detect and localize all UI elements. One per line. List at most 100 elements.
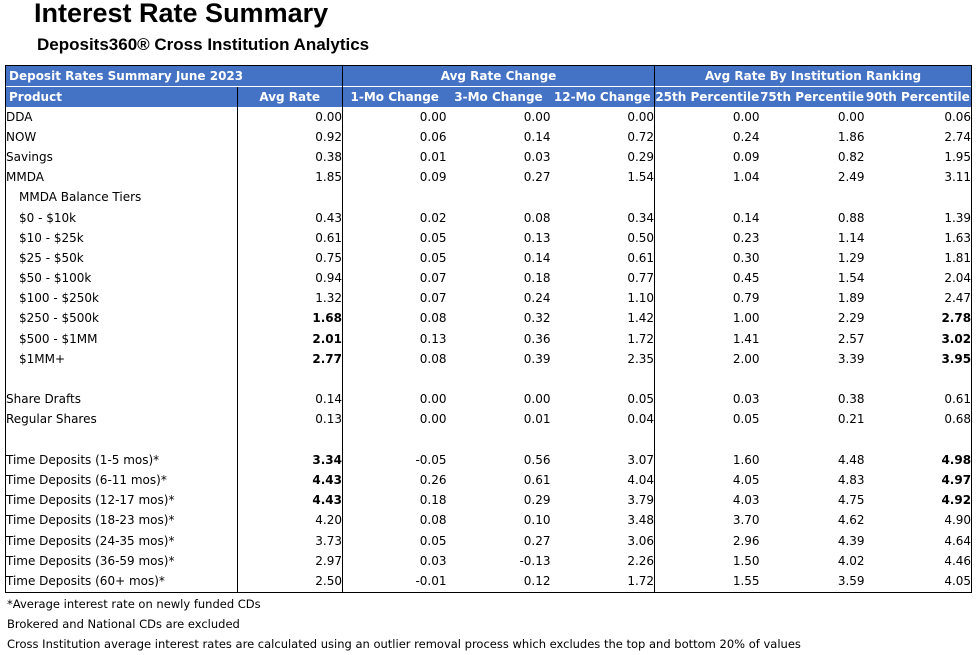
cell-25th-percentile: 0.03 [654, 389, 760, 410]
cell-90th-percentile: 4.05 [864, 571, 973, 593]
cell-avg-rate: 2.97 [237, 551, 343, 572]
cell-12mo-change: 3.06 [627, 533, 655, 548]
table-row [5, 430, 973, 451]
cell-avg-rate: 0.14 [237, 389, 343, 410]
cell-75th-percentile: 1.54 [837, 271, 865, 286]
cell-75th-percentile: 2.57 [837, 331, 865, 346]
cell-avg-rate: 0.00 [237, 107, 343, 128]
cell-avg-rate: 1.85 [237, 167, 343, 188]
cell-12mo-change: 4.04 [627, 472, 655, 487]
cell-75th-percentile: 3.39 [837, 351, 865, 366]
cell-3mo-change: 0.14 [523, 129, 551, 144]
column-header-product: Product [5, 86, 238, 107]
cell-12mo-change: 0.77 [627, 271, 655, 286]
cell-avg-rate [237, 430, 343, 451]
cell-90th-percentile: 1.39 [864, 207, 973, 229]
cell-3mo-change: 0.08 [523, 210, 551, 225]
cell-12mo-change: 2.35 [627, 351, 655, 366]
table-row: $500 - $1MM 2.01 0.13 0.36 1.72 1.41 2.57 3.02 [5, 329, 973, 350]
cell-12mo-change: 0.04 [627, 412, 655, 427]
table-row: MMDA 1.85 0.09 0.27 1.54 1.04 2.49 3.11 [5, 167, 973, 188]
table-row: Savings 0.38 0.01 0.03 0.29 0.09 0.82 1.95 [5, 147, 973, 168]
cell-3mo-change: 0.39 [523, 351, 551, 366]
cell-avg-rate: 0.43 [237, 207, 343, 229]
cell-1mo-change: 0.00 [342, 389, 447, 410]
cell-90th-percentile: 2.78 [864, 308, 973, 330]
cell-avg-rate: 1.68 [237, 308, 343, 330]
header-group-row: Deposit Rates Summary June 2023 Avg Rate… [5, 65, 973, 87]
header-report-label: Deposit Rates Summary June 2023 [5, 65, 343, 87]
cell-3mo-change: 0.18 [523, 271, 551, 286]
cell-1mo-change: 0.01 [342, 147, 447, 168]
cell-90th-percentile [864, 369, 973, 390]
cell-1mo-change: 0.18 [342, 490, 447, 511]
cell-75th-percentile: 4.48 [837, 452, 865, 467]
column-header-25th-percentile: 25th Percentile [654, 86, 760, 107]
row-label: Time Deposits (6-11 mos)* [5, 470, 238, 491]
table-row: Time Deposits (12-17 mos)* 4.43 0.18 0.29 3.… [5, 490, 973, 511]
cell-12mo-change: 0.61 [627, 250, 655, 265]
cell-25th-percentile: 4.03 [654, 490, 760, 511]
row-label: Time Deposits (1-5 mos)* [5, 450, 238, 471]
cell-25th-percentile: 2.96 [654, 530, 760, 552]
cell-1mo-change: 0.05 [342, 228, 447, 249]
cell-75th-percentile: 4.62 [837, 513, 865, 528]
cell-12mo-change: 0.29 [627, 149, 655, 164]
cell-25th-percentile: 0.09 [654, 147, 760, 168]
cell-90th-percentile: 1.81 [864, 248, 973, 269]
cell-1mo-change: 0.05 [342, 248, 447, 269]
table-row: $50 - $100k 0.94 0.07 0.18 0.77 0.45 1.54 2.04 [5, 268, 973, 289]
cell-25th-percentile: 1.60 [654, 450, 760, 471]
cell-75th-percentile: 0.21 [837, 412, 865, 427]
cell-avg-rate [237, 369, 343, 390]
cell-avg-rate: 3.73 [237, 530, 343, 552]
cell-3mo-change [447, 369, 551, 389]
cell-12mo-change [551, 369, 655, 389]
cell-1mo-change [342, 430, 447, 451]
cell-12mo-change: 0.34 [627, 210, 655, 225]
cell-3mo-change: 0.27 [523, 170, 551, 185]
cell-75th-percentile: 3.59 [759, 571, 865, 593]
table-row: DDA 0.00 0.00 0.00 0.00 0.00 0.00 0.06 [5, 107, 973, 128]
cell-3mo-change: 0.32 [523, 311, 551, 326]
header-column-row: Product Avg Rate 1-Mo Change 3-Mo Change… [5, 86, 973, 107]
cell-75th-percentile: 0.82 [837, 149, 865, 164]
cell-25th-percentile: 4.05 [654, 470, 760, 491]
cell-90th-percentile: 4.98 [864, 450, 973, 471]
cell-75th-percentile: 4.02 [837, 553, 865, 568]
cell-avg-rate: 3.34 [237, 450, 343, 471]
cell-75th-percentile: 1.89 [837, 291, 865, 306]
cell-25th-percentile: 0.00 [654, 107, 760, 128]
cell-avg-rate: 0.75 [237, 248, 343, 269]
cell-12mo-change: 0.00 [627, 109, 655, 124]
row-label: Regular Shares [5, 409, 238, 430]
cell-25th-percentile: 1.41 [654, 329, 760, 350]
column-header-12mo-change: 12-Mo Change [550, 86, 655, 107]
cell-1mo-change: 0.03 [342, 551, 447, 572]
cell-avg-rate: 4.43 [237, 470, 343, 491]
cell-90th-percentile: 3.02 [864, 329, 973, 350]
footnote-brokered-excluded: Brokered and National CDs are excluded [7, 617, 240, 631]
table-row: $250 - $500k 1.68 0.08 0.32 1.42 1.00 2.29 2.78 [5, 308, 973, 330]
cell-1mo-change: -0.05 [342, 450, 447, 471]
cell-1mo-change: 0.06 [342, 127, 447, 148]
row-label: $100 - $250k [5, 288, 238, 309]
cell-12mo-change [551, 188, 655, 208]
cell-90th-percentile: 0.06 [864, 107, 973, 128]
table-row: MMDA Balance Tiers [5, 187, 973, 208]
cell-avg-rate: 2.77 [237, 349, 343, 370]
column-header-1mo-change: 1-Mo Change [342, 86, 447, 107]
row-label [5, 430, 238, 451]
cell-25th-percentile: 0.05 [654, 409, 760, 430]
cell-12mo-change: 1.10 [627, 291, 655, 306]
table-row: Time Deposits (24-35 mos)* 3.73 0.05 0.27 3.… [5, 530, 973, 552]
table-row: $100 - $250k 1.32 0.07 0.24 1.10 0.79 1.89 2.47 [5, 288, 973, 309]
cell-90th-percentile: 1.95 [864, 147, 973, 168]
table-row: $0 - $10k 0.43 0.02 0.08 0.34 0.14 0.88 1.39 [5, 207, 973, 229]
row-label: Time Deposits (12-17 mos)* [5, 490, 238, 511]
table-row: Time Deposits (18-23 mos)* 4.20 0.08 0.10 3.… [5, 510, 973, 531]
row-label: Time Deposits (36-59 mos)* [5, 551, 238, 572]
cell-12mo-change: 2.26 [627, 553, 655, 568]
column-header-3mo-change: 3-Mo Change [446, 86, 551, 107]
column-header-avg-rate: Avg Rate [237, 86, 343, 107]
